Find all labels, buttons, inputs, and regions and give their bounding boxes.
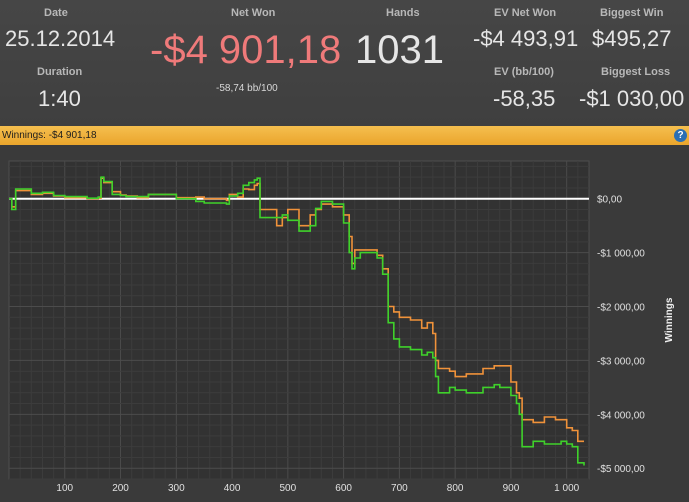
winnings-line <box>9 176 585 466</box>
biggest-win-label: Biggest Win <box>600 7 664 19</box>
ev-bb100-value: -58,35 <box>493 86 556 111</box>
y-tick-label: -$1 000,00 <box>597 249 645 260</box>
duration-value: 1:40 <box>38 86 81 111</box>
x-tick-label: 200 <box>112 483 129 494</box>
x-tick-label: 600 <box>335 483 352 494</box>
y-tick-label: $0,00 <box>597 195 622 206</box>
net-won-value: -$4 901,18 <box>150 28 342 72</box>
net-won-label: Net Won <box>231 7 276 19</box>
hands-label: Hands <box>386 7 420 19</box>
x-tick-label: 300 <box>168 483 185 494</box>
x-tick-label: 900 <box>503 483 520 494</box>
biggest-loss-value: -$1 030,00 <box>579 86 685 111</box>
help-icon[interactable]: ? <box>674 129 687 142</box>
x-tick-label: 700 <box>391 483 408 494</box>
biggest-win-value: $495,27 <box>592 26 672 51</box>
x-tick-label: 400 <box>224 483 241 494</box>
y-tick-label: -$3 000,00 <box>597 356 645 367</box>
biggest-loss-label: Biggest Loss <box>601 66 671 78</box>
y-axis-title: Winnings <box>664 297 675 342</box>
ev-bb100-label: EV (bb/100) <box>494 66 554 78</box>
date-value: 25.12.2014 <box>5 26 116 51</box>
x-tick-label: 800 <box>447 483 464 494</box>
x-tick-label: 100 <box>56 483 73 494</box>
y-tick-label: -$2 000,00 <box>597 303 645 314</box>
winnings-graph: $0,00 -$1 000,00 -$2 000,00 -$3 000,00 -$4 0… <box>0 145 689 502</box>
y-tick-label: -$5 000,00 <box>597 464 645 475</box>
ev-net-won-label: EV Net Won <box>494 7 557 19</box>
y-tick-label: -$4 000,00 <box>597 410 645 421</box>
winnings-header-bar: Winnings: -$4 901,18 ? <box>0 126 689 145</box>
date-label: Date <box>44 7 68 19</box>
winnings-summary-label: Winnings: <box>2 130 46 141</box>
winnings-summary: Winnings: -$4 901,18 <box>2 126 97 145</box>
ev-net-won-value: -$4 493,91 <box>473 26 579 51</box>
hands-value: 1031 <box>355 28 444 72</box>
x-tick-label: 500 <box>280 483 297 494</box>
winnings-summary-value: -$4 901,18 <box>48 130 97 141</box>
duration-label: Duration <box>37 66 83 78</box>
session-stats-panel: Date 25.12.2014 Duration 1:40 Net Won -$… <box>0 0 689 126</box>
x-tick-label: 1 000 <box>554 483 579 494</box>
net-won-bb100: -58,74 bb/100 <box>216 83 278 94</box>
